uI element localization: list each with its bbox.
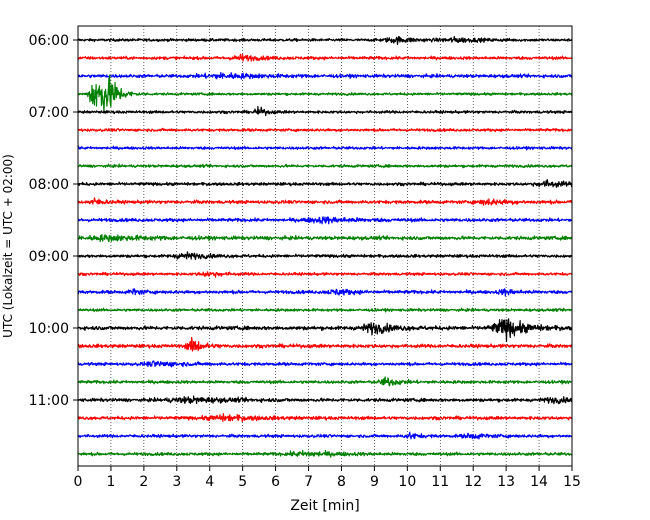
y-axis-label: UTC (Lokalzeit = UTC + 02:00) <box>1 154 15 338</box>
trace-0845 <box>77 234 573 243</box>
x-tick-label-4: 4 <box>205 474 214 490</box>
trace-0630 <box>77 71 573 80</box>
x-tick-label-0: 0 <box>74 474 83 490</box>
trace-1030 <box>77 360 573 368</box>
x-tick-label-2: 2 <box>139 474 148 490</box>
y-tick-label-1000: 10:00 <box>29 321 69 337</box>
trace-0945 <box>77 307 573 313</box>
trace-0900 <box>77 251 573 261</box>
x-tick-label-9: 9 <box>370 474 379 490</box>
y-axis-ticks: 06:00 07:00 08:00 09:00 10:00 11:00 <box>29 33 78 409</box>
plot-frame <box>77 25 573 467</box>
x-tick-label-12: 12 <box>464 474 482 490</box>
x-tick-label-8: 8 <box>337 474 346 490</box>
x-tick-label-6: 6 <box>271 474 280 490</box>
trace-0745 <box>77 163 573 169</box>
x-tick-label-15: 15 <box>563 474 581 490</box>
trace-1130 <box>77 431 573 440</box>
x-tick-label-13: 13 <box>497 474 515 490</box>
x-tick-label-10: 10 <box>398 474 416 490</box>
y-tick-label-1100: 11:00 <box>29 393 69 409</box>
x-tick-label-11: 11 <box>431 474 449 490</box>
trace-0600 <box>77 35 573 45</box>
trace-0615 <box>77 53 573 62</box>
trace-0730 <box>77 145 573 151</box>
seismic-traces <box>77 35 573 458</box>
trace-1145 <box>77 449 573 458</box>
trace-0930 <box>77 288 573 297</box>
y-tick-label-0800: 08:00 <box>29 177 69 193</box>
y-tick-label-0600: 06:00 <box>29 33 69 49</box>
trace-0700 <box>77 105 573 117</box>
trace-0645 <box>77 74 573 114</box>
trace-0830 <box>77 216 573 225</box>
x-tick-label-5: 5 <box>238 474 247 490</box>
x-axis-ticks: 0 1 2 3 4 5 6 7 8 9 10 11 12 13 14 15 <box>74 466 581 490</box>
trace-0915 <box>77 271 573 278</box>
trace-0800 <box>77 179 573 188</box>
x-axis-label: Zeit [min] <box>290 498 359 514</box>
trace-0815 <box>77 197 573 206</box>
x-tick-label-3: 3 <box>172 474 181 490</box>
y-tick-label-0900: 09:00 <box>29 249 69 265</box>
x-tick-label-1: 1 <box>106 474 115 490</box>
x-tick-label-14: 14 <box>530 474 548 490</box>
x-tick-label-7: 7 <box>304 474 313 490</box>
y-tick-label-0700: 07:00 <box>29 105 69 121</box>
trace-1100 <box>77 395 573 405</box>
trace-1045 <box>77 376 573 387</box>
trace-0715 <box>77 127 573 133</box>
trace-1115 <box>77 413 573 423</box>
trace-1015 <box>77 336 573 352</box>
trace-1000 <box>77 318 573 343</box>
